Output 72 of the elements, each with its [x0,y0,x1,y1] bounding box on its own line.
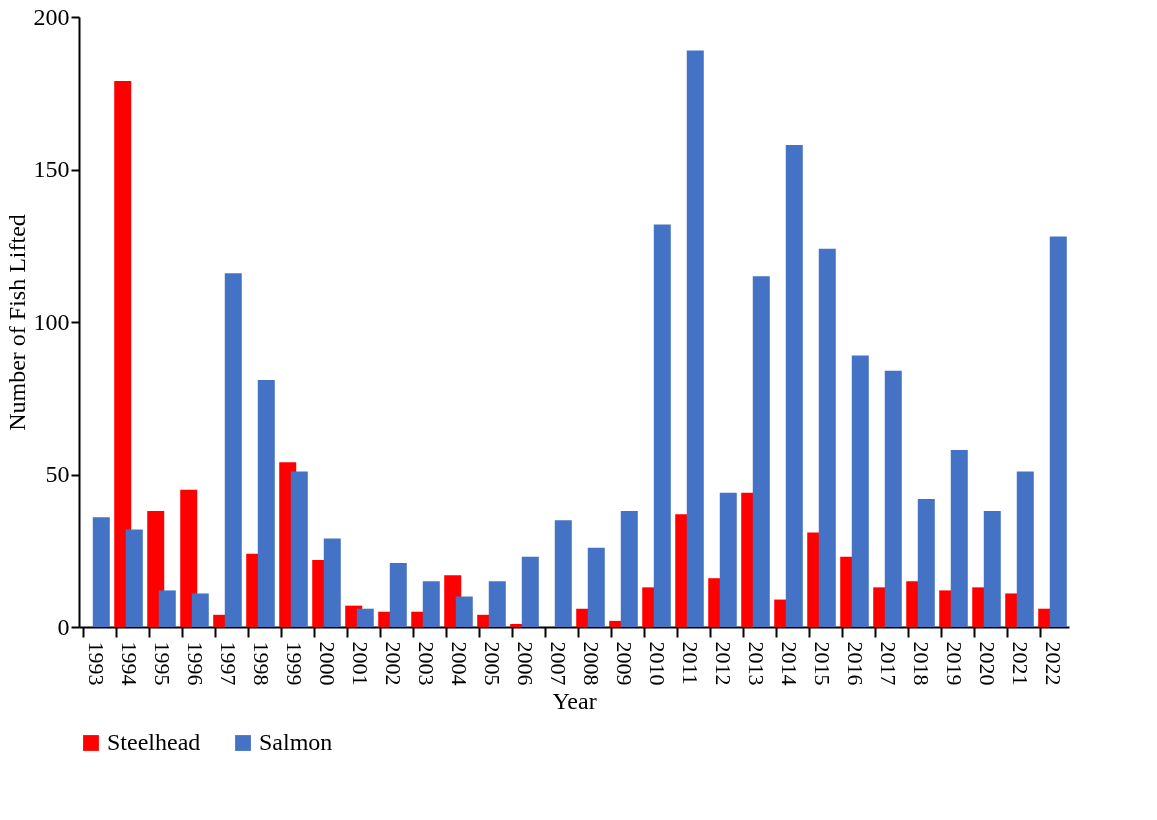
bar [389,562,407,627]
legend-label: Salmon [259,729,333,755]
bar [785,145,803,627]
x-tick-label: 2003 [413,641,439,686]
x-tick-label: 1998 [248,641,274,686]
bar [191,593,209,627]
bar [158,590,176,627]
bar [620,511,638,627]
x-tick-label: 2017 [875,641,901,686]
x-tick-label: 2012 [710,641,736,686]
x-tick-label: 2018 [908,641,934,686]
bar [422,581,440,627]
bar [224,273,242,627]
x-tick-label: 2015 [809,641,835,686]
x-tick-label: 2001 [347,641,373,686]
bar [884,370,902,627]
bar [587,547,605,627]
x-tick-label: 2019 [941,641,967,686]
x-tick-label: 2013 [743,641,769,686]
x-tick-label: 1994 [116,641,142,686]
x-tick-label: 2021 [1007,641,1033,686]
bar [1049,236,1067,627]
y-tick-label: 200 [33,3,70,30]
y-tick-label: 0 [57,613,70,640]
x-tick-label: 2022 [1040,641,1066,686]
x-tick-label: 2006 [512,641,538,686]
bar [290,471,308,627]
x-tick-label: 1996 [182,641,208,686]
bar [147,511,165,627]
bar [488,581,506,627]
bar [125,529,143,627]
bar [554,520,572,627]
bar [653,224,671,627]
x-tick-label: 2004 [446,641,472,686]
bar [686,50,704,627]
bar [323,538,341,627]
x-tick-label: 2020 [974,641,1000,686]
x-axis-title: Year [552,687,597,714]
bar [521,556,539,627]
legend-label: Steelhead [107,729,201,755]
bar [851,355,869,627]
x-tick-label: 2009 [611,641,637,686]
y-tick-label: 150 [33,156,70,182]
bar [180,489,198,627]
bar [818,248,836,627]
bar [356,608,374,627]
bar [752,276,770,627]
x-tick-label: 2011 [677,641,703,685]
bar [257,379,275,627]
x-tick-label: 2014 [776,641,802,686]
x-tick-label: 2016 [842,641,868,686]
x-tick-label: 2002 [380,641,406,686]
y-tick-label: 50 [45,461,70,487]
bar [455,596,473,627]
bar [950,450,968,627]
x-tick-label: 1999 [281,641,307,686]
bar [92,517,110,627]
bar [983,511,1001,627]
x-tick-label: 2008 [578,641,604,686]
y-tick-label: 100 [33,308,70,335]
x-tick-label: 1995 [149,641,175,686]
bar [719,492,737,627]
x-tick-label: 2010 [644,641,670,686]
x-tick-label: 1993 [83,641,109,686]
bar [1016,471,1034,627]
x-tick-label: 1997 [215,641,241,686]
bar [917,498,935,627]
y-axis-title: Number of Fish Lifted [3,214,30,431]
bar [114,81,132,627]
x-tick-label: 2000 [314,641,340,686]
x-tick-label: 2007 [545,641,571,686]
x-tick-label: 2005 [479,641,505,686]
